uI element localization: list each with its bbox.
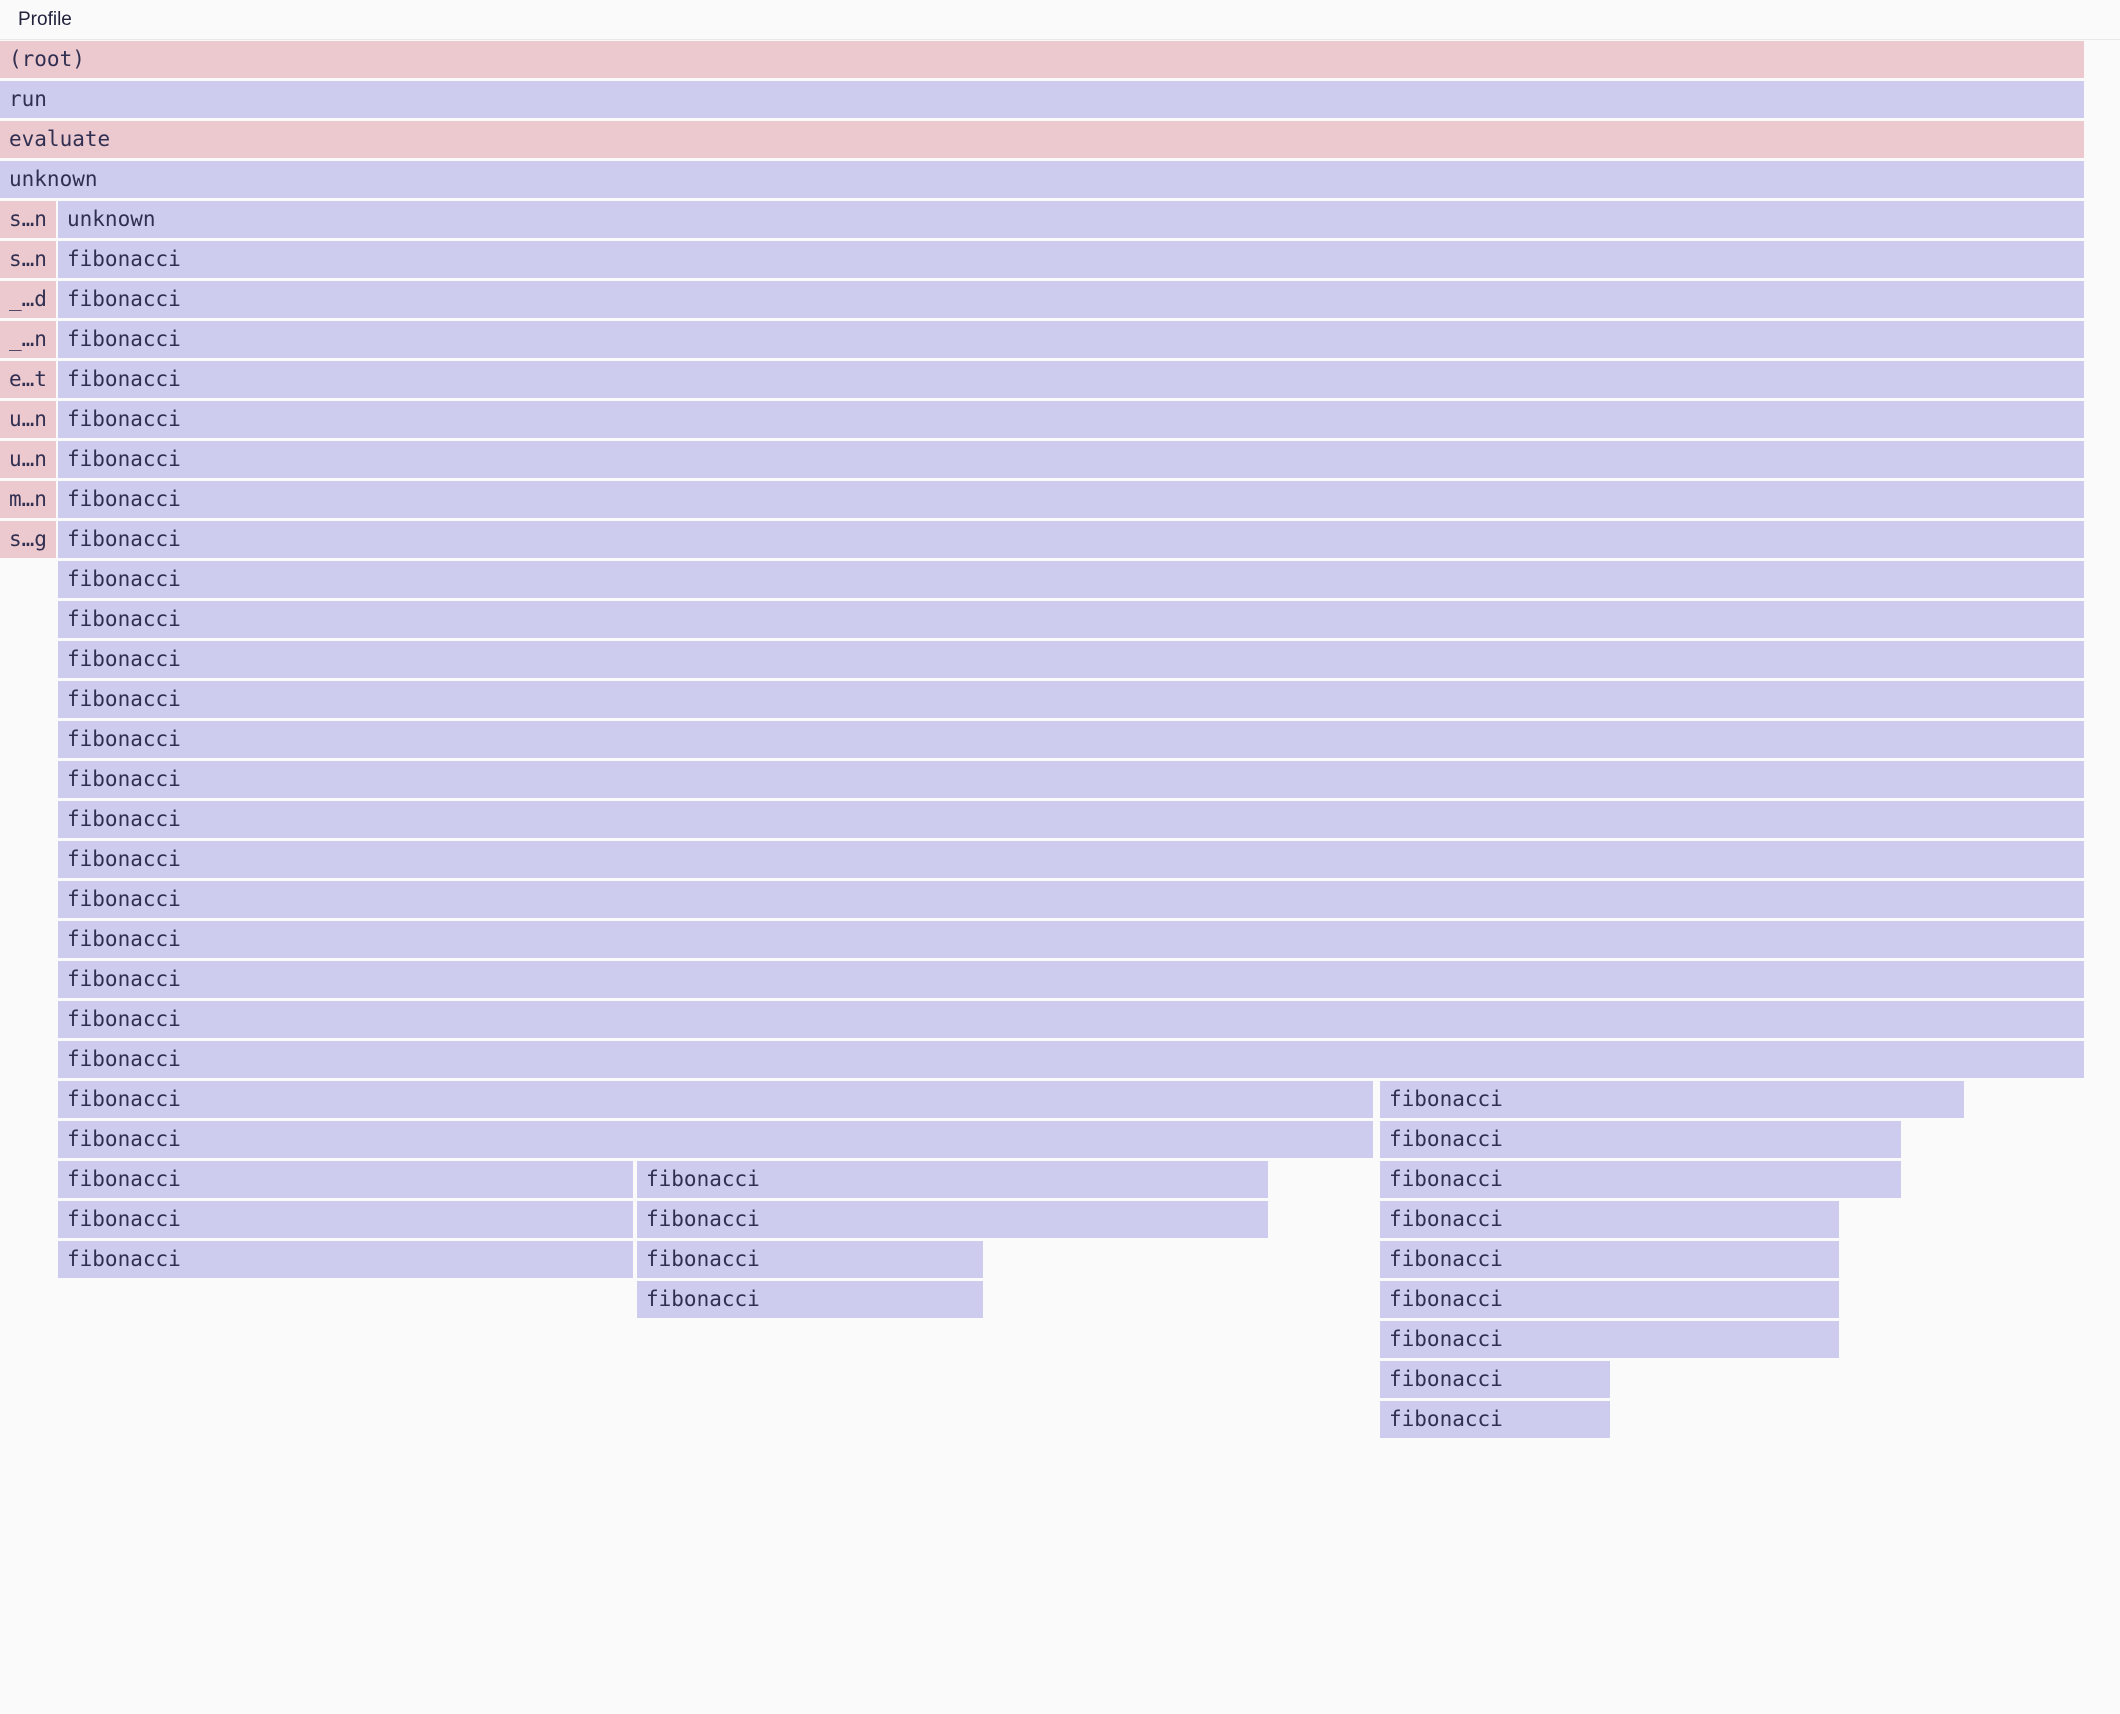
flame-bar[interactable]: u…n <box>0 401 56 438</box>
flame-bar[interactable]: s…n <box>0 201 56 238</box>
flame-bar[interactable]: fibonacci <box>58 481 2084 518</box>
flame-graph: (root) run evaluate unknown s…n unknown s…n fib… <box>0 40 2120 1713</box>
flame-bar[interactable]: fibonacci <box>637 1201 1268 1238</box>
flame-bar[interactable]: fibonacci <box>1380 1121 1901 1158</box>
flame-bar[interactable]: fibonacci <box>58 601 2084 638</box>
flame-bar[interactable]: u…n <box>0 441 56 478</box>
flame-bar[interactable]: fibonacci <box>637 1161 1268 1198</box>
flame-bar[interactable]: unknown <box>0 161 2084 198</box>
tab-profile[interactable]: Profile <box>0 9 72 31</box>
flame-bar[interactable]: s…n <box>0 241 56 278</box>
flame-bar[interactable]: fibonacci <box>58 401 2084 438</box>
flame-bar[interactable]: _…d <box>0 281 56 318</box>
flame-bar[interactable]: fibonacci <box>1380 1281 1839 1318</box>
flame-bar[interactable]: fibonacci <box>58 841 2084 878</box>
flame-bar[interactable]: fibonacci <box>58 1081 1373 1118</box>
flame-bar[interactable]: fibonacci <box>58 801 2084 838</box>
flame-bar[interactable]: run <box>0 81 2084 118</box>
flame-bar[interactable]: fibonacci <box>58 1001 2084 1038</box>
flame-bar[interactable]: fibonacci <box>58 241 2084 278</box>
flame-bar[interactable]: fibonacci <box>58 521 2084 558</box>
flame-bar[interactable]: fibonacci <box>58 721 2084 758</box>
flame-bar[interactable]: fibonacci <box>58 921 2084 958</box>
flame-bar[interactable]: fibonacci <box>637 1281 983 1318</box>
flame-bar[interactable]: fibonacci <box>58 681 2084 718</box>
flame-bar[interactable]: fibonacci <box>58 281 2084 318</box>
flame-bar[interactable]: fibonacci <box>58 761 2084 798</box>
flame-bar[interactable]: fibonacci <box>1380 1241 1839 1278</box>
flame-bar[interactable]: fibonacci <box>58 1121 1373 1158</box>
flame-bar[interactable]: fibonacci <box>1380 1321 1839 1358</box>
flame-bar[interactable]: fibonacci <box>1380 1161 1901 1198</box>
flame-bar[interactable]: e…t <box>0 361 56 398</box>
flame-bar[interactable]: fibonacci <box>58 441 2084 478</box>
flame-bar[interactable]: s…g <box>0 521 56 558</box>
flame-bar[interactable]: fibonacci <box>58 1041 2084 1078</box>
flame-bar[interactable]: (root) <box>0 41 2084 78</box>
flame-bar[interactable]: fibonacci <box>58 321 2084 358</box>
tab-bar: Profile <box>0 0 2120 40</box>
flame-bar[interactable]: evaluate <box>0 121 2084 158</box>
flame-bar[interactable]: fibonacci <box>58 881 2084 918</box>
flame-bar[interactable]: fibonacci <box>58 1161 633 1198</box>
tab-profile-label: Profile <box>18 8 72 30</box>
flame-bar[interactable]: _…n <box>0 321 56 358</box>
flame-bar[interactable]: unknown <box>58 201 2084 238</box>
flame-bar[interactable]: fibonacci <box>1380 1361 1610 1398</box>
flame-bar[interactable]: fibonacci <box>1380 1081 1964 1118</box>
flame-bar[interactable]: fibonacci <box>1380 1401 1610 1438</box>
flame-bar[interactable]: fibonacci <box>58 961 2084 998</box>
flame-bar[interactable]: fibonacci <box>637 1241 983 1278</box>
flame-bar[interactable]: fibonacci <box>58 1241 633 1278</box>
flame-bar[interactable]: fibonacci <box>58 1201 633 1238</box>
flame-bar[interactable]: m…n <box>0 481 56 518</box>
flame-bar[interactable]: fibonacci <box>1380 1201 1839 1238</box>
flame-bar[interactable]: fibonacci <box>58 641 2084 678</box>
flame-bar[interactable]: fibonacci <box>58 361 2084 398</box>
flame-bar[interactable]: fibonacci <box>58 561 2084 598</box>
